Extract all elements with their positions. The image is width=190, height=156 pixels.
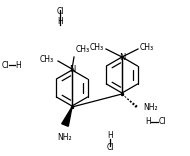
Text: H: H — [107, 132, 113, 141]
Text: Cl: Cl — [56, 7, 64, 17]
Text: CH₃: CH₃ — [90, 44, 104, 53]
Text: N: N — [119, 53, 125, 61]
Text: NH₂: NH₂ — [143, 103, 158, 112]
Text: H: H — [57, 17, 63, 27]
Text: NH₂: NH₂ — [58, 133, 72, 142]
Text: Cl: Cl — [106, 144, 114, 153]
Text: CH₃: CH₃ — [140, 44, 154, 53]
Text: H: H — [15, 61, 21, 70]
Text: Cl: Cl — [1, 61, 9, 70]
Text: N: N — [69, 64, 75, 73]
Text: Cl: Cl — [158, 117, 166, 127]
Text: CH₃: CH₃ — [40, 56, 54, 64]
Polygon shape — [62, 107, 72, 126]
Text: H: H — [145, 117, 151, 127]
Text: CH₃: CH₃ — [76, 45, 90, 54]
